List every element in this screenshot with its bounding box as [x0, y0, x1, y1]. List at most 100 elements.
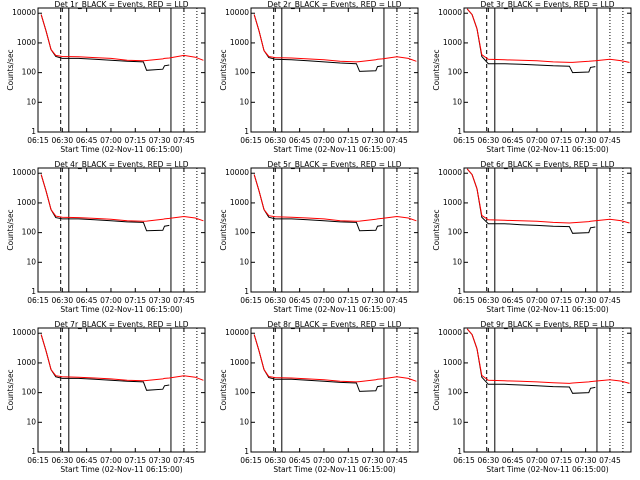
x-tick-label: 07:30 — [575, 456, 597, 465]
chart-title: Det 5r_BLACK = Events, RED = LLD — [267, 160, 401, 169]
chart-title: Det 8r_BLACK = Events, RED = LLD — [267, 320, 401, 329]
x-tick-label: 07:15 — [337, 136, 359, 145]
y-tick-label: 1000 — [230, 198, 249, 207]
x-tick-label: 07:00 — [313, 136, 335, 145]
series-line — [253, 174, 417, 222]
x-tick-label: 07:15 — [337, 456, 359, 465]
y-tick-label: 1 — [244, 287, 249, 296]
x-tick-label: 07:45 — [173, 296, 195, 305]
series-line — [466, 328, 630, 384]
x-tick-label: 07:00 — [100, 456, 122, 465]
y-tick-label: 1 — [244, 127, 249, 136]
y-tick-label: 1 — [31, 447, 36, 456]
x-tick-label: 06:30 — [52, 296, 74, 305]
x-tick-label: 07:00 — [313, 456, 335, 465]
x-tick-label: 07:00 — [313, 296, 335, 305]
y-tick-label: 10 — [239, 97, 249, 106]
x-tick-label: 06:15 — [240, 456, 262, 465]
x-tick-label: 07:30 — [362, 296, 384, 305]
y-tick-label: 10000 — [225, 8, 249, 17]
x-tick-label: 07:45 — [386, 296, 408, 305]
x-tick-label: 06:45 — [289, 136, 311, 145]
series-line — [253, 334, 417, 383]
y-axis-label: Counts/sec — [6, 369, 15, 410]
x-tick-label: 06:30 — [478, 136, 500, 145]
y-axis-label: Counts/sec — [432, 209, 441, 250]
x-tick-label: 06:45 — [76, 296, 98, 305]
y-axis-label: Counts/sec — [432, 49, 441, 90]
series-line — [40, 174, 204, 222]
y-tick-label: 1000 — [443, 358, 462, 367]
x-tick-label: 06:30 — [52, 136, 74, 145]
panel: 1 10 100 1000 10000 06:15 06:30 06:45 07:00 07:15… — [6, 0, 206, 154]
y-axis-label: Counts/sec — [432, 369, 441, 410]
plot-frame — [37, 7, 206, 133]
x-axis-label: Start Time (02-Nov-11 06:15:00) — [273, 305, 395, 314]
x-tick-label: 07:30 — [362, 456, 384, 465]
x-axis-label: Start Time (02-Nov-11 06:15:00) — [486, 305, 608, 314]
y-tick-label: 10000 — [12, 168, 36, 177]
x-tick-label: 06:15 — [453, 296, 475, 305]
y-tick-label: 1000 — [230, 38, 249, 47]
y-tick-label: 10000 — [225, 168, 249, 177]
plot-area — [40, 168, 204, 292]
x-tick-label: 07:30 — [575, 136, 597, 145]
series-line — [466, 8, 630, 63]
y-axis-label: Counts/sec — [6, 209, 15, 250]
y-tick-label: 100 — [22, 68, 37, 77]
y-tick-label: 10 — [452, 97, 462, 106]
y-tick-label: 1000 — [17, 198, 36, 207]
x-tick-label: 06:15 — [240, 296, 262, 305]
panel: 1 10 100 1000 10000 06:15 06:30 06:45 07:00 07:15… — [219, 160, 419, 314]
x-tick-label: 07:45 — [599, 136, 621, 145]
y-tick-label: 10 — [239, 417, 249, 426]
y-tick-label: 10000 — [438, 8, 462, 17]
y-tick-label: 1000 — [17, 38, 36, 47]
x-tick-label: 07:45 — [173, 456, 195, 465]
chart-title: Det 4r_BLACK = Events, RED = LLD — [54, 160, 188, 169]
y-tick-label: 1 — [31, 287, 36, 296]
x-tick-label: 06:45 — [502, 136, 524, 145]
x-tick-label: 06:30 — [478, 296, 500, 305]
x-tick-label: 06:45 — [502, 456, 524, 465]
y-tick-label: 1 — [457, 287, 462, 296]
y-axis-label: Counts/sec — [219, 49, 228, 90]
x-tick-label: 06:15 — [27, 296, 49, 305]
y-tick-label: 100 — [448, 68, 463, 77]
x-tick-label: 07:45 — [599, 296, 621, 305]
chart-title: Det 6r_BLACK = Events, RED = LLD — [480, 160, 614, 169]
y-tick-label: 100 — [235, 228, 250, 237]
x-tick-label: 06:15 — [453, 136, 475, 145]
y-tick-label: 100 — [448, 228, 463, 237]
x-tick-label: 07:00 — [526, 136, 548, 145]
x-tick-label: 07:30 — [575, 296, 597, 305]
plot-area — [253, 168, 417, 292]
y-tick-label: 10000 — [12, 8, 36, 17]
plot-area — [466, 168, 630, 292]
x-tick-label: 07:15 — [337, 296, 359, 305]
x-tick-label: 06:15 — [453, 456, 475, 465]
y-tick-label: 1 — [457, 127, 462, 136]
x-tick-label: 06:15 — [27, 456, 49, 465]
plot-area — [40, 328, 204, 452]
y-tick-label: 10 — [26, 417, 36, 426]
y-tick-label: 1000 — [17, 358, 36, 367]
y-tick-label: 1000 — [230, 358, 249, 367]
x-tick-label: 07:15 — [124, 456, 146, 465]
panel: 1 10 100 1000 10000 06:15 06:30 06:45 07:00 07:15… — [432, 0, 632, 154]
x-tick-label: 06:30 — [265, 136, 287, 145]
y-tick-label: 1 — [457, 447, 462, 456]
plot-area — [466, 8, 630, 132]
x-tick-label: 06:45 — [502, 296, 524, 305]
x-axis-label: Start Time (02-Nov-11 06:15:00) — [486, 465, 608, 474]
x-axis-label: Start Time (02-Nov-11 06:15:00) — [273, 465, 395, 474]
chart-title: Det 1r_BLACK = Events, RED = LLD — [54, 0, 188, 9]
x-tick-label: 07:15 — [550, 296, 572, 305]
y-tick-label: 10 — [452, 257, 462, 266]
x-tick-label: 07:30 — [149, 456, 171, 465]
y-tick-label: 10 — [26, 97, 36, 106]
plot-area — [40, 8, 204, 132]
y-tick-label: 10000 — [438, 328, 462, 337]
